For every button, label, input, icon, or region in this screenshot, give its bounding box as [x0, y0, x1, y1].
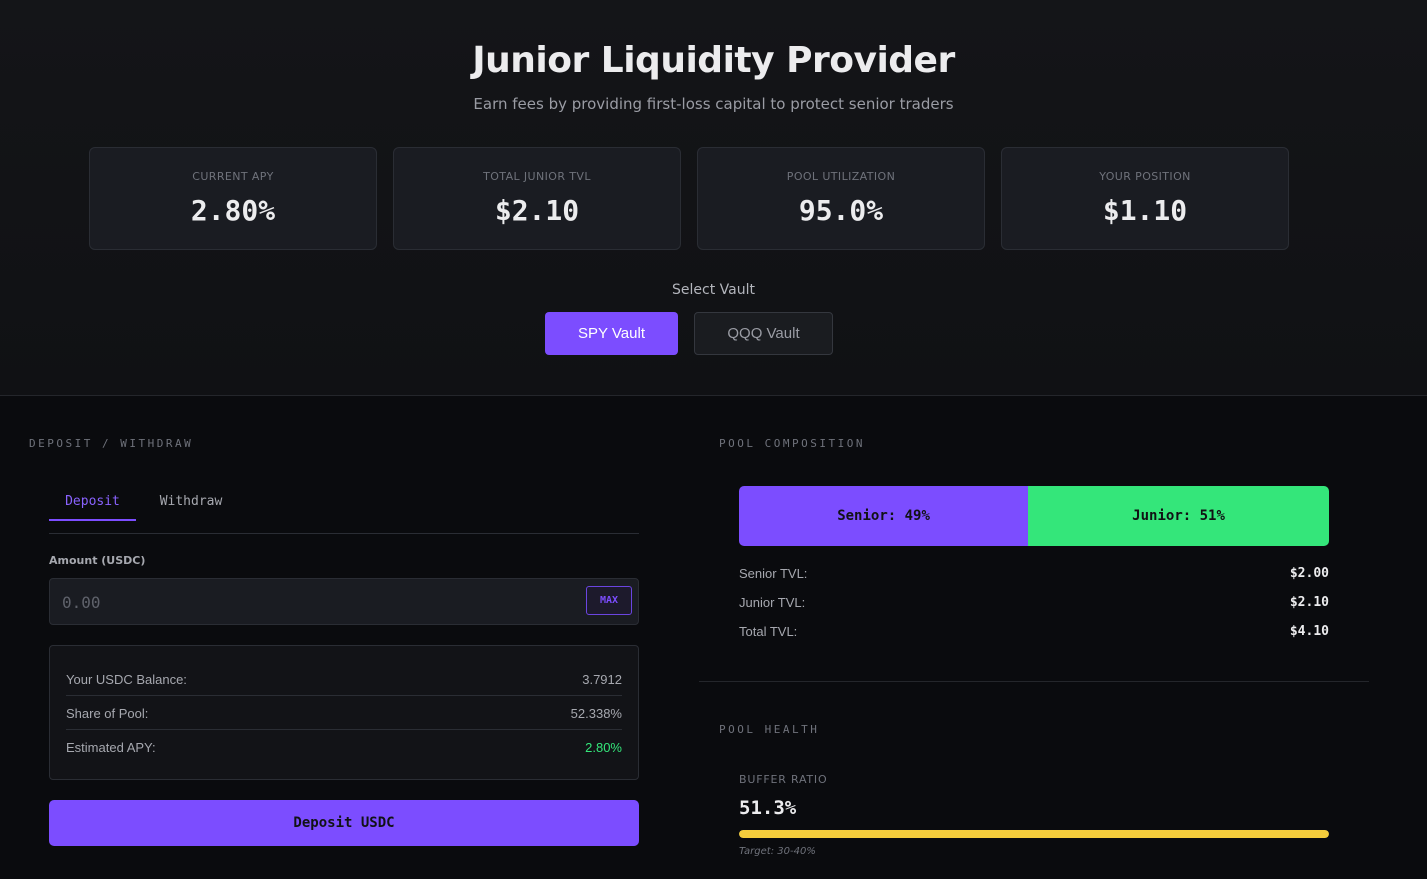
- amount-field: MAX: [49, 578, 639, 625]
- stat-value: $1.10: [1102, 194, 1188, 227]
- stat-value: 95.0%: [798, 194, 884, 227]
- deposit-info-box: Your USDC Balance: 3.7912 Share of Pool:…: [49, 645, 639, 780]
- stat-label: CURRENT APY: [192, 170, 274, 183]
- tvl-value: $4.10: [1289, 624, 1329, 639]
- buffer-ratio-label: BUFFER RATIO: [739, 773, 828, 786]
- tvl-label: Total TVL:: [739, 624, 798, 639]
- tab-deposit[interactable]: Deposit: [49, 494, 136, 521]
- deposit-section-label: DEPOSIT / WITHDRAW: [29, 437, 194, 450]
- buffer-ratio-value: 51.3%: [739, 797, 797, 819]
- stat-card-apy: CURRENT APY 2.80%: [89, 147, 377, 250]
- page-title: Junior Liquidity Provider: [472, 40, 955, 81]
- max-button[interactable]: MAX: [586, 586, 632, 615]
- stat-card-junior-tvl: TOTAL JUNIOR TVL $2.10: [393, 147, 681, 250]
- tabs-divider: [49, 533, 639, 534]
- tvl-label: Junior TVL:: [739, 595, 806, 610]
- spy-vault-button[interactable]: SPY Vault: [545, 312, 678, 355]
- stat-card-utilization: POOL UTILIZATION 95.0%: [697, 147, 985, 250]
- info-row-share: Share of Pool: 52.338%: [66, 696, 622, 730]
- tvl-row-total: Total TVL: $4.10: [739, 624, 1329, 644]
- buffer-ratio-bar: [739, 830, 1329, 838]
- vault-select-label: Select Vault: [672, 282, 755, 298]
- stat-value: 2.80%: [190, 194, 276, 227]
- tvl-row-junior: Junior TVL: $2.10: [739, 595, 1329, 615]
- pool-health-label: POOL HEALTH: [719, 723, 820, 736]
- info-value: 52.338%: [570, 706, 622, 721]
- stat-label: YOUR POSITION: [1099, 170, 1191, 183]
- info-label: Your USDC Balance:: [66, 672, 187, 687]
- tvl-row-senior: Senior TVL: $2.00: [739, 566, 1329, 586]
- amount-label: Amount (USDC): [49, 554, 146, 567]
- info-row-balance: Your USDC Balance: 3.7912: [66, 662, 622, 696]
- stat-label: POOL UTILIZATION: [786, 170, 896, 183]
- info-value: 3.7912: [582, 672, 622, 687]
- tvl-label: Senior TVL:: [739, 566, 808, 581]
- stat-label: TOTAL JUNIOR TVL: [483, 170, 591, 183]
- tab-withdraw[interactable]: Withdraw: [159, 494, 223, 509]
- pool-composition-label: POOL COMPOSITION: [719, 437, 865, 450]
- info-label: Estimated APY:: [66, 740, 156, 755]
- stat-card-your-position: YOUR POSITION $1.10: [1001, 147, 1289, 250]
- tvl-value: $2.00: [1289, 566, 1329, 581]
- section-divider: [699, 681, 1369, 682]
- junior-segment: Junior: 51%: [1028, 486, 1329, 546]
- buffer-ratio-fill: [739, 830, 1329, 838]
- stat-value: $2.10: [494, 194, 580, 227]
- deposit-usdc-button[interactable]: Deposit USDC: [49, 800, 639, 846]
- senior-segment: Senior: 49%: [739, 486, 1029, 546]
- page-subtitle: Earn fees by providing first-loss capita…: [473, 95, 954, 113]
- buffer-target: Target: 30-40%: [739, 846, 816, 857]
- hero-section: Junior Liquidity Provider Earn fees by p…: [0, 0, 1427, 396]
- amount-input[interactable]: [62, 591, 562, 613]
- qqq-vault-button[interactable]: QQQ Vault: [694, 312, 833, 355]
- info-label: Share of Pool:: [66, 706, 149, 721]
- pool-composition-bar: Senior: 49% Junior: 51%: [739, 486, 1329, 546]
- info-row-apy: Estimated APY: 2.80%: [66, 730, 622, 764]
- info-value-apy: 2.80%: [585, 740, 622, 755]
- tvl-value: $2.10: [1289, 595, 1329, 610]
